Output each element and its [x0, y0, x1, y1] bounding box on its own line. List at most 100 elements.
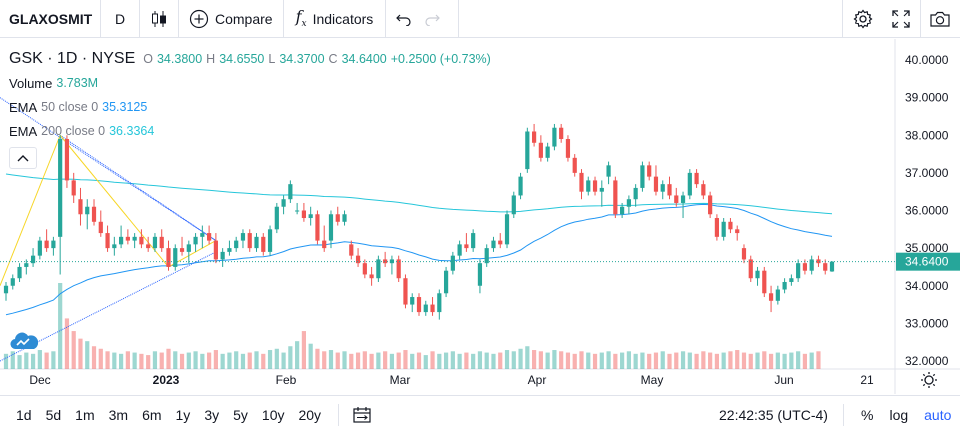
log-scale-toggle[interactable]: log	[889, 407, 909, 423]
candle	[24, 263, 29, 267]
volume-bar	[511, 351, 516, 369]
volume-bar	[30, 353, 36, 369]
toolbar-divider	[458, 0, 460, 38]
price-tick-label: 32.0000	[905, 354, 949, 368]
volume-bar	[491, 353, 496, 369]
candle	[234, 240, 239, 249]
time-tick-label: 21	[860, 373, 874, 387]
range-button-20y[interactable]: 20y	[298, 406, 322, 423]
volume-bar	[166, 348, 171, 369]
candle	[274, 206, 279, 230]
candle	[362, 263, 367, 275]
volume-bar	[525, 346, 530, 369]
candle	[159, 236, 164, 249]
volume-bar	[430, 351, 435, 369]
legend-main-series[interactable]: GSK · 1D · NYSE O 34.3800 H 34.6550 L 34.37…	[9, 47, 491, 71]
candle	[10, 278, 15, 286]
auto-scale-toggle[interactable]: auto	[924, 407, 952, 423]
candle	[491, 240, 496, 249]
volume-bar	[416, 352, 422, 369]
candle	[471, 233, 476, 249]
ema200-line	[5, 173, 833, 215]
candle	[531, 131, 537, 143]
legend-ema200[interactable]: EMA 200 close 0 36.3364	[9, 119, 491, 143]
legend-ema50[interactable]: EMA 50 close 0 35.3125	[9, 95, 491, 119]
chart-canvas[interactable]: 40.0000 39.0000 38.0000 37.0000 36.0000 35.00…	[0, 39, 960, 394]
range-button-1d[interactable]: 1d	[16, 406, 32, 423]
series-title: GSK · 1D · NYSE	[9, 50, 136, 67]
volume-bar	[328, 350, 334, 369]
volume-bar	[159, 352, 164, 369]
candle	[525, 131, 530, 170]
candle	[565, 139, 571, 158]
chart-type-button[interactable]	[140, 0, 178, 38]
range-button-1y[interactable]: 1y	[175, 406, 191, 423]
timezone-clock[interactable]: 22:42:35 (UTC-4)	[719, 407, 828, 423]
candle	[755, 270, 760, 279]
volume-bar	[152, 351, 158, 369]
volume-bar	[802, 353, 808, 369]
candle	[443, 270, 449, 294]
candle	[64, 139, 70, 181]
candle	[125, 236, 130, 241]
range-button-6m[interactable]: 6m	[142, 406, 162, 423]
tradingview-logo[interactable]	[10, 331, 39, 351]
candle	[342, 214, 347, 222]
volume-bar	[389, 353, 395, 369]
range-button-1m[interactable]: 1m	[75, 406, 95, 423]
redo-button[interactable]	[418, 0, 446, 38]
candle	[37, 240, 42, 256]
interval-button[interactable]: D	[114, 10, 126, 27]
candle	[789, 278, 794, 282]
axis-settings-button[interactable]	[920, 371, 938, 389]
volume-bar	[735, 350, 740, 369]
legend-volume[interactable]: Volume 3.783M	[9, 71, 491, 95]
redo-icon	[425, 14, 441, 26]
fullscreen-button[interactable]	[882, 0, 920, 38]
candle	[464, 244, 469, 249]
volume-bar	[531, 350, 537, 369]
chevron-up-icon	[17, 155, 29, 162]
candle	[58, 139, 63, 237]
volume-bar	[369, 353, 374, 369]
screenshot-button[interactable]	[921, 0, 959, 38]
volume-bar	[579, 351, 584, 369]
go-to-date-button[interactable]	[352, 396, 372, 433]
candle	[78, 199, 83, 215]
indicators-button[interactable]: fx Indicators	[284, 0, 386, 38]
candle	[254, 236, 259, 249]
candle	[538, 142, 543, 158]
range-button-3m[interactable]: 3m	[108, 406, 129, 423]
settings-button[interactable]	[844, 0, 882, 38]
candle	[802, 263, 808, 271]
undo-button[interactable]	[390, 0, 418, 38]
symbol-search[interactable]: GLAXOSMIT	[9, 10, 93, 27]
legend-collapse-button[interactable]	[9, 147, 37, 169]
candle	[71, 180, 76, 196]
ema200-params: 200 close 0	[41, 124, 106, 138]
percent-scale-toggle[interactable]: %	[861, 407, 874, 423]
chart-legend: GSK · 1D · NYSE O 34.3800 H 34.6550 L 34.37…	[9, 47, 491, 169]
volume-bar	[85, 341, 90, 369]
candle	[552, 127, 557, 147]
price-chart[interactable]: 40.0000 39.0000 38.0000 37.0000 36.0000 35.00…	[0, 39, 960, 394]
range-button-3y[interactable]: 3y	[204, 406, 220, 423]
candle	[247, 233, 252, 249]
candle	[91, 206, 97, 222]
volume-bar	[295, 341, 300, 369]
range-button-5d[interactable]: 5d	[45, 406, 62, 423]
volume-bar	[504, 350, 510, 369]
toolbar-divider	[100, 0, 101, 38]
volume-bar	[213, 350, 218, 369]
top-toolbar: GLAXOSMIT D Compare fx Indicators	[0, 0, 960, 38]
camera-icon	[930, 11, 950, 27]
volume-bar	[349, 353, 354, 369]
plus-circle-icon	[189, 9, 209, 28]
low-value: 34.3700	[279, 52, 325, 66]
range-button-5y[interactable]: 5y	[233, 406, 248, 423]
volume-bar	[315, 348, 320, 369]
volume-bar	[755, 352, 760, 369]
candles-icon	[152, 10, 166, 27]
range-button-10y[interactable]: 10y	[261, 406, 285, 423]
compare-button[interactable]: Compare	[179, 0, 283, 38]
